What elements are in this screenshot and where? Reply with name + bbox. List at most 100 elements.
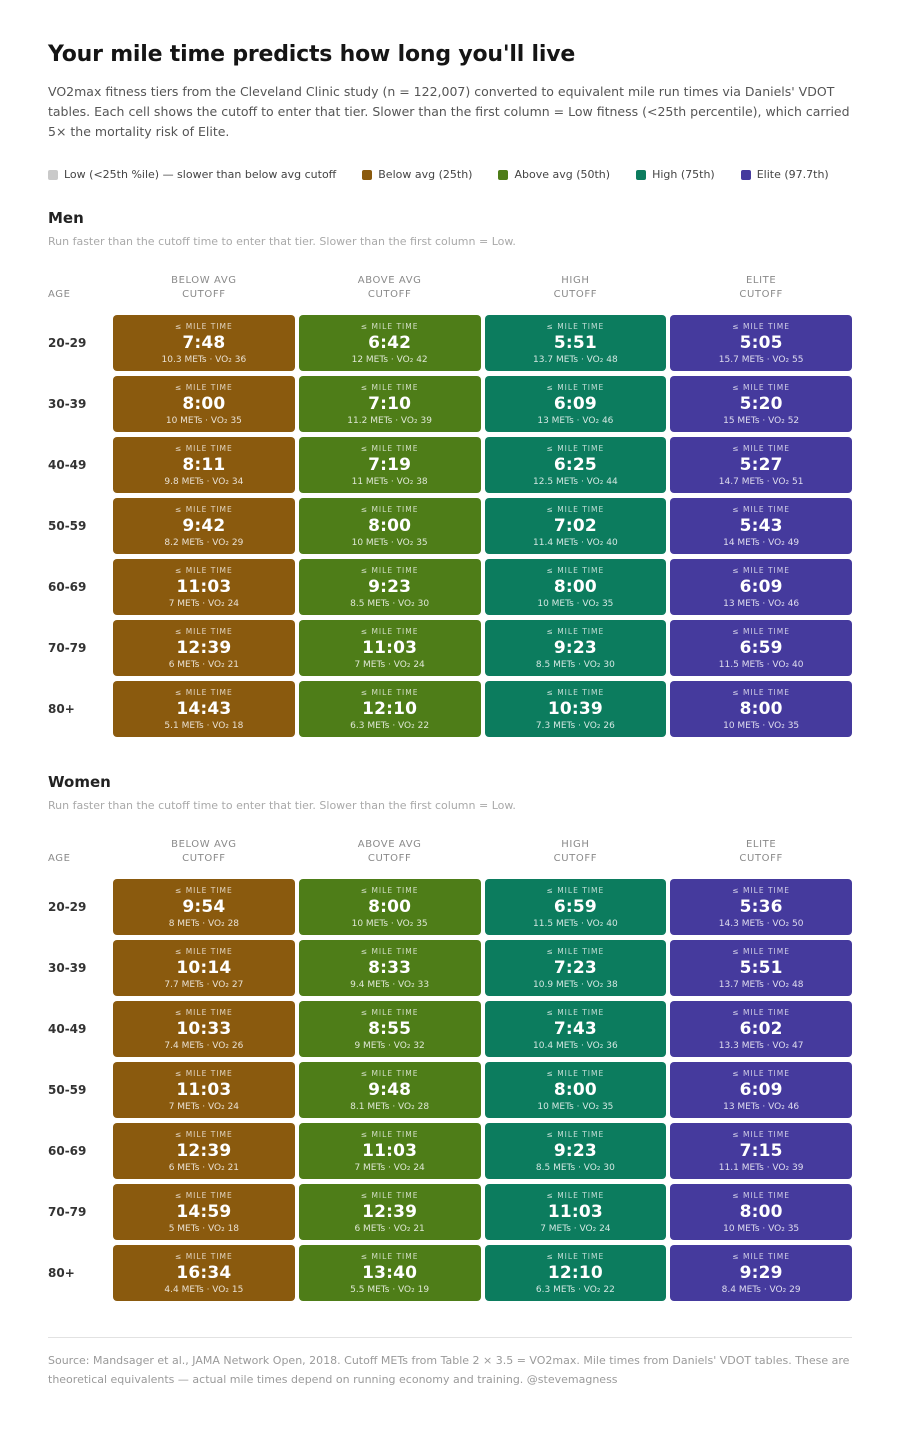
cell-label: ≤ MILE TIME — [546, 626, 605, 636]
column-header-line: CUTOFF — [182, 289, 226, 301]
tier-cell-above: ≤ MILE TIME 12:10 6.3 METs · VO₂ 22 — [298, 681, 481, 738]
cell-label: ≤ MILE TIME — [360, 565, 419, 575]
mets-vo2: 7.3 METs · VO₂ 26 — [535, 720, 615, 731]
mets-vo2: 13.7 METs · VO₂ 48 — [533, 354, 618, 365]
cell-label: ≤ MILE TIME — [360, 1068, 419, 1078]
column-header-line: CUTOFF — [739, 289, 783, 301]
mets-vo2: 8.4 METs · VO₂ 29 — [721, 1284, 801, 1295]
mile-time: 10:33 — [176, 1018, 232, 1039]
tier-cell-high: ≤ MILE TIME 8:00 10 METs · VO₂ 35 — [484, 559, 667, 616]
cell-label: ≤ MILE TIME — [175, 626, 233, 636]
column-header-elite: ELITE CUTOFF — [670, 274, 852, 310]
tier-cell-high: ≤ MILE TIME 6:09 13 METs · VO₂ 46 — [484, 376, 667, 433]
mile-time: 16:34 — [176, 1262, 232, 1283]
tier-cell-below: ≤ MILE TIME 7:48 10.3 METs · VO₂ 36 — [113, 315, 295, 372]
tier-cell-above: ≤ MILE TIME 8:00 10 METs · VO₂ 35 — [298, 879, 481, 936]
legend-item-high: High (75th) — [636, 168, 715, 181]
section-men: Men Run faster than the cutoff time to en… — [48, 209, 852, 738]
tier-cell-elite: ≤ MILE TIME 8:00 10 METs · VO₂ 35 — [670, 681, 852, 738]
section-caption: Run faster than the cutoff time to enter… — [48, 799, 516, 813]
tier-cell-elite: ≤ MILE TIME 6:09 13 METs · VO₂ 46 — [670, 559, 852, 616]
tier-cell-elite: ≤ MILE TIME 6:09 13 METs · VO₂ 46 — [670, 1062, 852, 1119]
mile-time: 6:59 — [553, 896, 597, 917]
tier-cell-above: ≤ MILE TIME 9:48 8.1 METs · VO₂ 28 — [298, 1062, 481, 1119]
mets-vo2: 11.5 METs · VO₂ 40 — [718, 659, 804, 670]
legend-item-low: Low (<25th %ile) — slower than below avg… — [48, 168, 336, 181]
column-header-line: CUTOFF — [553, 853, 598, 865]
mets-vo2: 8.1 METs · VO₂ 28 — [350, 1101, 430, 1112]
cell-label: ≤ MILE TIME — [732, 946, 790, 956]
age-label: 60-69 — [48, 1144, 87, 1159]
age-label: 50-59 — [48, 519, 87, 534]
mets-vo2: 9.4 METs · VO₂ 33 — [350, 979, 430, 990]
tier-cell-high: ≤ MILE TIME 8:00 10 METs · VO₂ 35 — [484, 1062, 667, 1119]
mets-vo2: 13.3 METs · VO₂ 47 — [718, 1040, 804, 1051]
age-label: 70-79 — [48, 641, 87, 656]
page-title: Your mile time predicts how long you'll … — [48, 42, 576, 67]
tier-grid: AGE BELOW AVG CUTOFF ABOVE AVG CUTOFF HIGH CUT… — [48, 274, 852, 738]
mets-vo2: 4.4 METs · VO₂ 15 — [164, 1284, 244, 1295]
tier-cell-high: ≤ MILE TIME 9:23 8.5 METs · VO₂ 30 — [484, 1123, 667, 1180]
cell-label: ≤ MILE TIME — [175, 687, 233, 697]
mets-vo2: 11.5 METs · VO₂ 40 — [533, 918, 618, 929]
cell-label: ≤ MILE TIME — [546, 1251, 605, 1261]
column-header-line: CUTOFF — [739, 853, 783, 865]
cell-label: ≤ MILE TIME — [360, 504, 419, 514]
cell-label: ≤ MILE TIME — [175, 504, 233, 514]
cell-label: ≤ MILE TIME — [732, 1129, 790, 1139]
cell-label: ≤ MILE TIME — [546, 321, 605, 331]
cell-label: ≤ MILE TIME — [546, 1190, 605, 1200]
cell-label: ≤ MILE TIME — [360, 382, 419, 392]
mets-vo2: 10 METs · VO₂ 35 — [537, 1101, 614, 1112]
mile-time: 5:05 — [739, 332, 783, 353]
mile-time: 8:00 — [553, 1079, 597, 1100]
section-title: Women — [48, 773, 111, 792]
mile-time: 6:09 — [739, 576, 783, 597]
mets-vo2: 12.5 METs · VO₂ 44 — [533, 476, 618, 487]
tier-cell-elite: ≤ MILE TIME 5:27 14.7 METs · VO₂ 51 — [670, 437, 852, 494]
mets-vo2: 8.5 METs · VO₂ 30 — [535, 1162, 615, 1173]
column-header-line: ELITE — [745, 275, 777, 287]
tier-cell-below: ≤ MILE TIME 14:43 5.1 METs · VO₂ 18 — [113, 681, 295, 738]
tier-cell-below: ≤ MILE TIME 9:42 8.2 METs · VO₂ 29 — [113, 498, 295, 555]
mile-time: 7:48 — [182, 332, 226, 353]
cell-label: ≤ MILE TIME — [360, 687, 419, 697]
cell-label: ≤ MILE TIME — [546, 1007, 605, 1017]
mile-time: 7:19 — [368, 454, 412, 475]
mile-time: 5:51 — [739, 957, 783, 978]
cell-label: ≤ MILE TIME — [175, 382, 233, 392]
cell-label: ≤ MILE TIME — [175, 321, 233, 331]
tier-cell-below: ≤ MILE TIME 16:34 4.4 METs · VO₂ 15 — [113, 1245, 295, 1302]
legend-label: High (75th) — [652, 168, 715, 182]
mile-time: 10:14 — [176, 957, 232, 978]
mile-time: 9:54 — [182, 896, 226, 917]
tier-cell-below: ≤ MILE TIME 10:33 7.4 METs · VO₂ 26 — [113, 1001, 295, 1058]
mets-vo2: 14 METs · VO₂ 49 — [723, 537, 800, 548]
cell-label: ≤ MILE TIME — [360, 946, 419, 956]
tier-cell-below: ≤ MILE TIME 14:59 5 METs · VO₂ 18 — [113, 1184, 295, 1241]
mile-time: 11:03 — [176, 1079, 232, 1100]
column-header-line: ABOVE AVG — [357, 839, 422, 851]
source-note: Source: Mandsager et al., JAMA Network O… — [48, 1354, 850, 1386]
mets-vo2: 10.4 METs · VO₂ 36 — [533, 1040, 618, 1051]
tier-cell-above: ≤ MILE TIME 8:33 9.4 METs · VO₂ 33 — [298, 940, 481, 997]
cell-label: ≤ MILE TIME — [732, 885, 790, 895]
mets-vo2: 14.7 METs · VO₂ 51 — [718, 476, 804, 487]
mets-vo2: 6.3 METs · VO₂ 22 — [350, 720, 430, 731]
mile-time: 14:59 — [176, 1201, 232, 1222]
column-header-high: HIGH CUTOFF — [485, 838, 667, 874]
mets-vo2: 12 METs · VO₂ 42 — [351, 354, 428, 365]
tier-cell-high: ≤ MILE TIME 12:10 6.3 METs · VO₂ 22 — [484, 1245, 667, 1302]
mile-time: 6:42 — [368, 332, 412, 353]
mile-time: 9:23 — [553, 637, 597, 658]
mets-vo2: 7 METs · VO₂ 24 — [168, 1101, 240, 1112]
tier-cell-below: ≤ MILE TIME 12:39 6 METs · VO₂ 21 — [113, 1123, 295, 1180]
cell-label: ≤ MILE TIME — [360, 1251, 419, 1261]
mets-vo2: 9 METs · VO₂ 32 — [354, 1040, 425, 1051]
tier-cell-elite: ≤ MILE TIME 9:29 8.4 METs · VO₂ 29 — [670, 1245, 852, 1302]
mets-vo2: 8.2 METs · VO₂ 29 — [164, 537, 244, 548]
legend-item-below: Below avg (25th) — [362, 168, 472, 181]
tier-cell-elite: ≤ MILE TIME 6:02 13.3 METs · VO₂ 47 — [670, 1001, 852, 1058]
legend-swatch-high-icon — [636, 169, 647, 180]
mile-time: 12:39 — [176, 637, 232, 658]
